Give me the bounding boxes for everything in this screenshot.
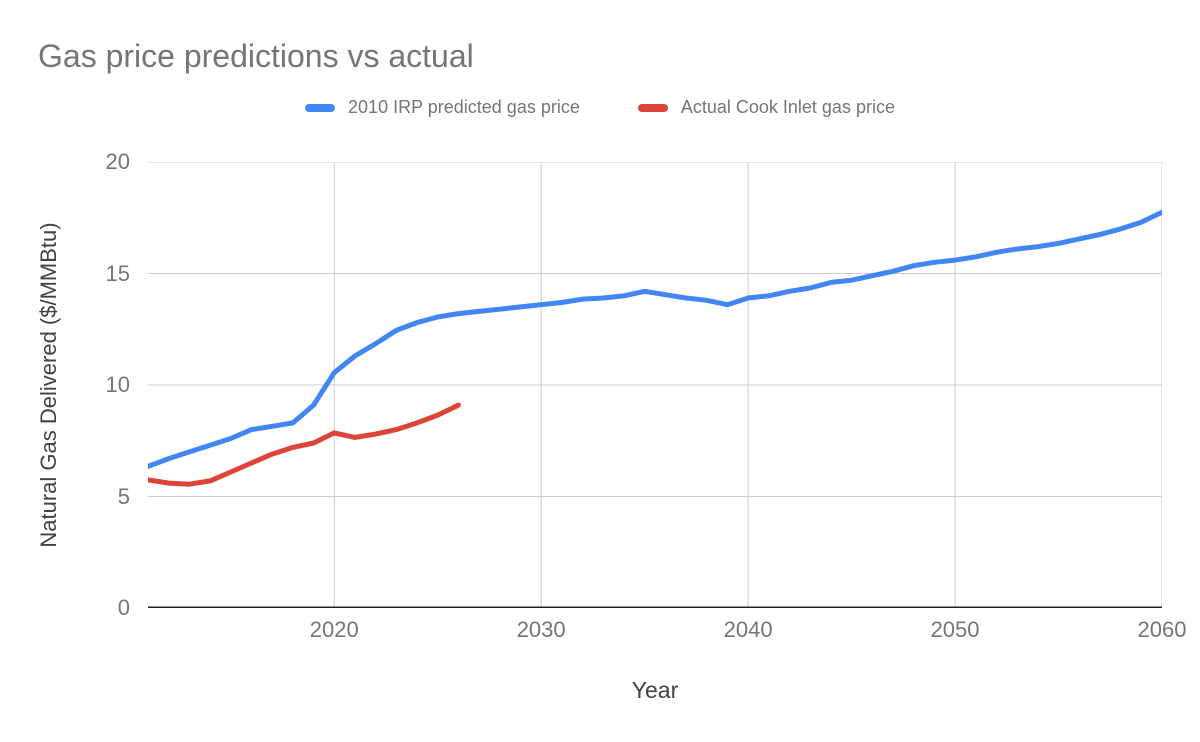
page-title: Gas price predictions vs actual [38,38,474,74]
y-tick-label: 5 [117,483,130,509]
plot-area [148,162,1162,608]
legend-label: Actual Cook Inlet gas price [680,97,895,117]
x-tick-label: 2050 [930,617,980,642]
y-axis-title: Natural Gas Delivered ($/MMBtu) [36,222,61,548]
legend-swatch-icon [305,103,336,112]
x-axis-title: Year [631,677,679,703]
x-tick-label: 2060 [1137,617,1187,642]
series-line-actual [148,402,461,487]
legend-label: 2010 IRP predicted gas price [348,97,580,117]
y-tick-label: 0 [117,595,130,620]
x-tick-label: 2040 [723,617,773,642]
legend-item: Actual Cook Inlet gas price [637,97,895,118]
legend: 2010 IRP predicted gas price Actual Cook … [0,97,1200,118]
y-tick-label: 15 [105,260,130,286]
x-tick-label: 2020 [309,617,359,642]
series-line-predicted [148,209,1162,469]
legend-item: 2010 IRP predicted gas price [305,97,580,118]
x-tick-label: 2030 [516,617,566,642]
y-tick-label: 10 [105,372,130,397]
y-tick-label: 20 [105,149,130,174]
legend-swatch-icon [637,103,668,112]
